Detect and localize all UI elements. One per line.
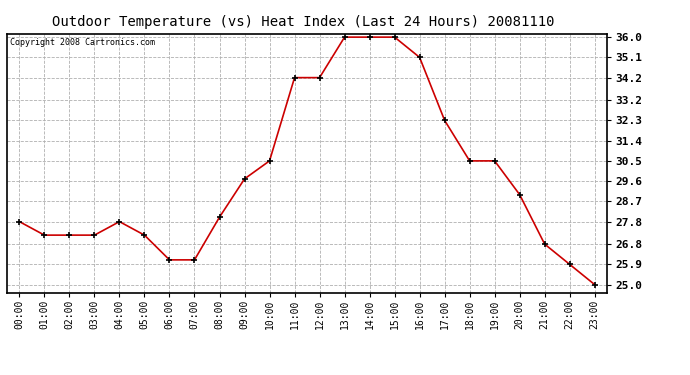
Text: Outdoor Temperature (vs) Heat Index (Last 24 Hours) 20081110: Outdoor Temperature (vs) Heat Index (Las…	[52, 15, 555, 29]
Text: Copyright 2008 Cartronics.com: Copyright 2008 Cartronics.com	[10, 38, 155, 46]
